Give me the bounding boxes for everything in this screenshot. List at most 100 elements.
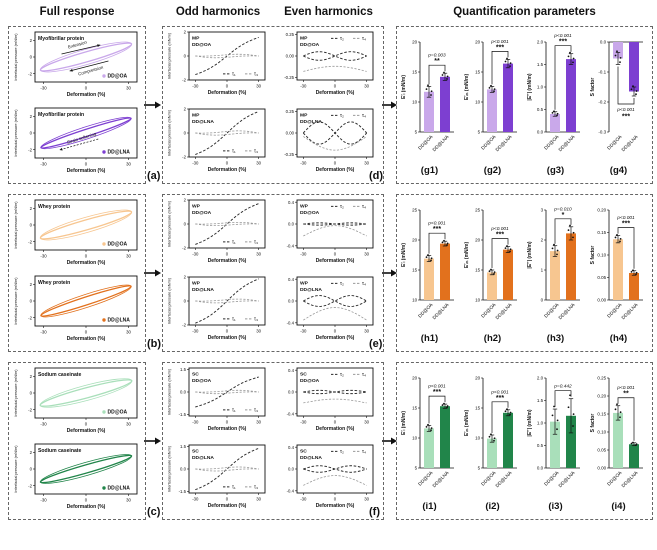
svg-text:E′ₘ (mN/m): E′ₘ (mN/m)	[464, 242, 470, 269]
svg-text:0.0: 0.0	[180, 390, 187, 395]
svg-text:0.4: 0.4	[288, 200, 295, 205]
svg-text:0.0: 0.0	[288, 390, 295, 395]
data-point	[614, 236, 617, 239]
svg-text:τ₃: τ₃	[254, 149, 258, 155]
svg-text:0: 0	[334, 252, 337, 257]
svg-text:-2: -2	[28, 147, 32, 152]
svg-text:τ₃: τ₃	[254, 72, 258, 78]
svg-text:0.05: 0.05	[597, 275, 606, 280]
bar-DD@OA	[613, 42, 623, 59]
svg-text:0.25: 0.25	[597, 376, 606, 381]
svg-text:DD@LNA: DD@LNA	[495, 302, 514, 321]
lissajous-loop	[40, 284, 132, 318]
svg-text:0: 0	[541, 298, 544, 303]
MP-bar-chart-(g4): 0.0-0.1-0.2-0.3S factorDD@OADD@LNAp<0.00…	[590, 40, 643, 152]
svg-text:DD@LNA: DD@LNA	[621, 302, 640, 321]
data-point	[430, 427, 433, 429]
svg-text:-30: -30	[40, 86, 47, 91]
data-point	[614, 54, 617, 57]
svg-text:-30: -30	[300, 252, 307, 257]
svg-text:DD@LNA: DD@LNA	[108, 486, 131, 492]
svg-text:0: 0	[334, 329, 337, 334]
data-point	[430, 90, 433, 93]
svg-text:p=0.003: p=0.003	[427, 53, 446, 59]
bar-DD@OA	[550, 251, 560, 300]
data-point	[553, 405, 555, 408]
bar-DD@LNA	[566, 233, 576, 300]
svg-text:2: 2	[30, 282, 33, 287]
data-point	[430, 94, 432, 96]
svg-text:Whey protein: Whey protein	[38, 280, 70, 286]
svg-text:MP: MP	[300, 113, 308, 119]
svg-text:30: 30	[126, 254, 131, 259]
svg-text:0.10: 0.10	[597, 430, 606, 435]
svg-text:DD@LNA: DD@LNA	[300, 119, 322, 125]
svg-text:p<0.001: p<0.001	[616, 215, 635, 221]
svg-text:Deformation (%): Deformation (%)	[316, 503, 355, 509]
data-point	[572, 236, 574, 239]
svg-text:25: 25	[475, 208, 481, 213]
svg-text:30: 30	[126, 422, 131, 427]
svg-text:***: ***	[433, 389, 441, 396]
lissajous-loop	[39, 454, 133, 484]
flow-arrow	[144, 101, 161, 109]
svg-text:-30: -30	[40, 422, 47, 427]
panel-letter-a: (a)	[147, 170, 161, 182]
significance-bracket	[491, 401, 509, 433]
svg-text:MP: MP	[300, 36, 308, 42]
bar-DD@OA	[487, 272, 497, 300]
svg-text:-2: -2	[28, 315, 32, 320]
svg-text:DD@LNA: DD@LNA	[558, 470, 577, 489]
svg-text:Deformation (%): Deformation (%)	[208, 426, 247, 432]
svg-text:MP: MP	[192, 113, 200, 119]
svg-text:1: 1	[541, 268, 544, 273]
svg-text:p<0.001: p<0.001	[553, 33, 572, 39]
data-point	[619, 61, 621, 63]
panel-letter-e: (e)	[369, 338, 383, 350]
svg-text:2: 2	[184, 275, 187, 280]
data-point	[427, 423, 429, 426]
svg-text:0.0: 0.0	[180, 467, 187, 472]
svg-text:0: 0	[85, 498, 88, 503]
svg-text:-0.4: -0.4	[287, 411, 295, 416]
panel-letter-d: (d)	[369, 170, 384, 182]
SC-DD@LNA-odd-harmonics-plot: 1.5 0.0 -1.5 -30 0 30 Deformation (%) Interfaci…	[168, 444, 266, 509]
bar-DD@OA	[613, 412, 623, 468]
data-point	[506, 245, 508, 247]
svg-text:E′ₗ (mN/m): E′ₗ (mN/m)	[401, 411, 407, 435]
bar-chart-column: 10 15 20 25 E′ₗ (mN/m) DD@OA DD@LNA *** p<0.001(…	[398, 196, 461, 350]
bar-chart-column: 5 10 15 20 E′ₘ (mN/m) DD@OA DD@LNA *** p<0.001 (g…	[461, 28, 524, 182]
svg-text:DD@OA: DD@OA	[300, 378, 320, 384]
svg-text:***: ***	[433, 226, 441, 233]
data-point	[553, 110, 555, 113]
data-point	[567, 55, 570, 58]
svg-text:0.00: 0.00	[286, 54, 295, 59]
lissajous-loop	[39, 210, 133, 240]
svg-text:0.0: 0.0	[537, 130, 544, 135]
svg-text:30: 30	[256, 497, 261, 502]
svg-text:0: 0	[226, 420, 229, 425]
lissajous-loop	[40, 285, 132, 317]
svg-text:τ₄: τ₄	[362, 204, 366, 210]
legend-marker	[102, 486, 106, 490]
bar-chart-column: 0.0 0.5 1.0 1.5 2.0 |E″| (mN/m) DD@OA DD@LNA ***…	[524, 28, 587, 182]
svg-text:0: 0	[226, 84, 229, 89]
svg-text:0: 0	[184, 222, 187, 227]
svg-text:0: 0	[30, 391, 33, 396]
data-point	[635, 93, 637, 96]
svg-text:DD@LNA: DD@LNA	[192, 119, 214, 125]
harmonics-box-sc: 1.5 0.0 -1.5 -30 0 30 Deformation (%) Interfaci…	[162, 362, 384, 520]
panel-label: (h1)	[420, 333, 439, 344]
bar-DD@LNA	[629, 273, 639, 300]
svg-text:30: 30	[364, 420, 369, 425]
svg-text:Deformation (%): Deformation (%)	[67, 168, 106, 174]
svg-text:15: 15	[412, 268, 418, 273]
svg-text:Interfacial pressure (mN/m): Interfacial pressure (mN/m)	[168, 277, 172, 324]
svg-text:5: 5	[478, 130, 481, 135]
svg-text:10: 10	[412, 298, 418, 303]
data-point	[619, 411, 622, 414]
svg-text:-0.1: -0.1	[598, 70, 606, 75]
bar-DD@LNA	[503, 249, 513, 300]
